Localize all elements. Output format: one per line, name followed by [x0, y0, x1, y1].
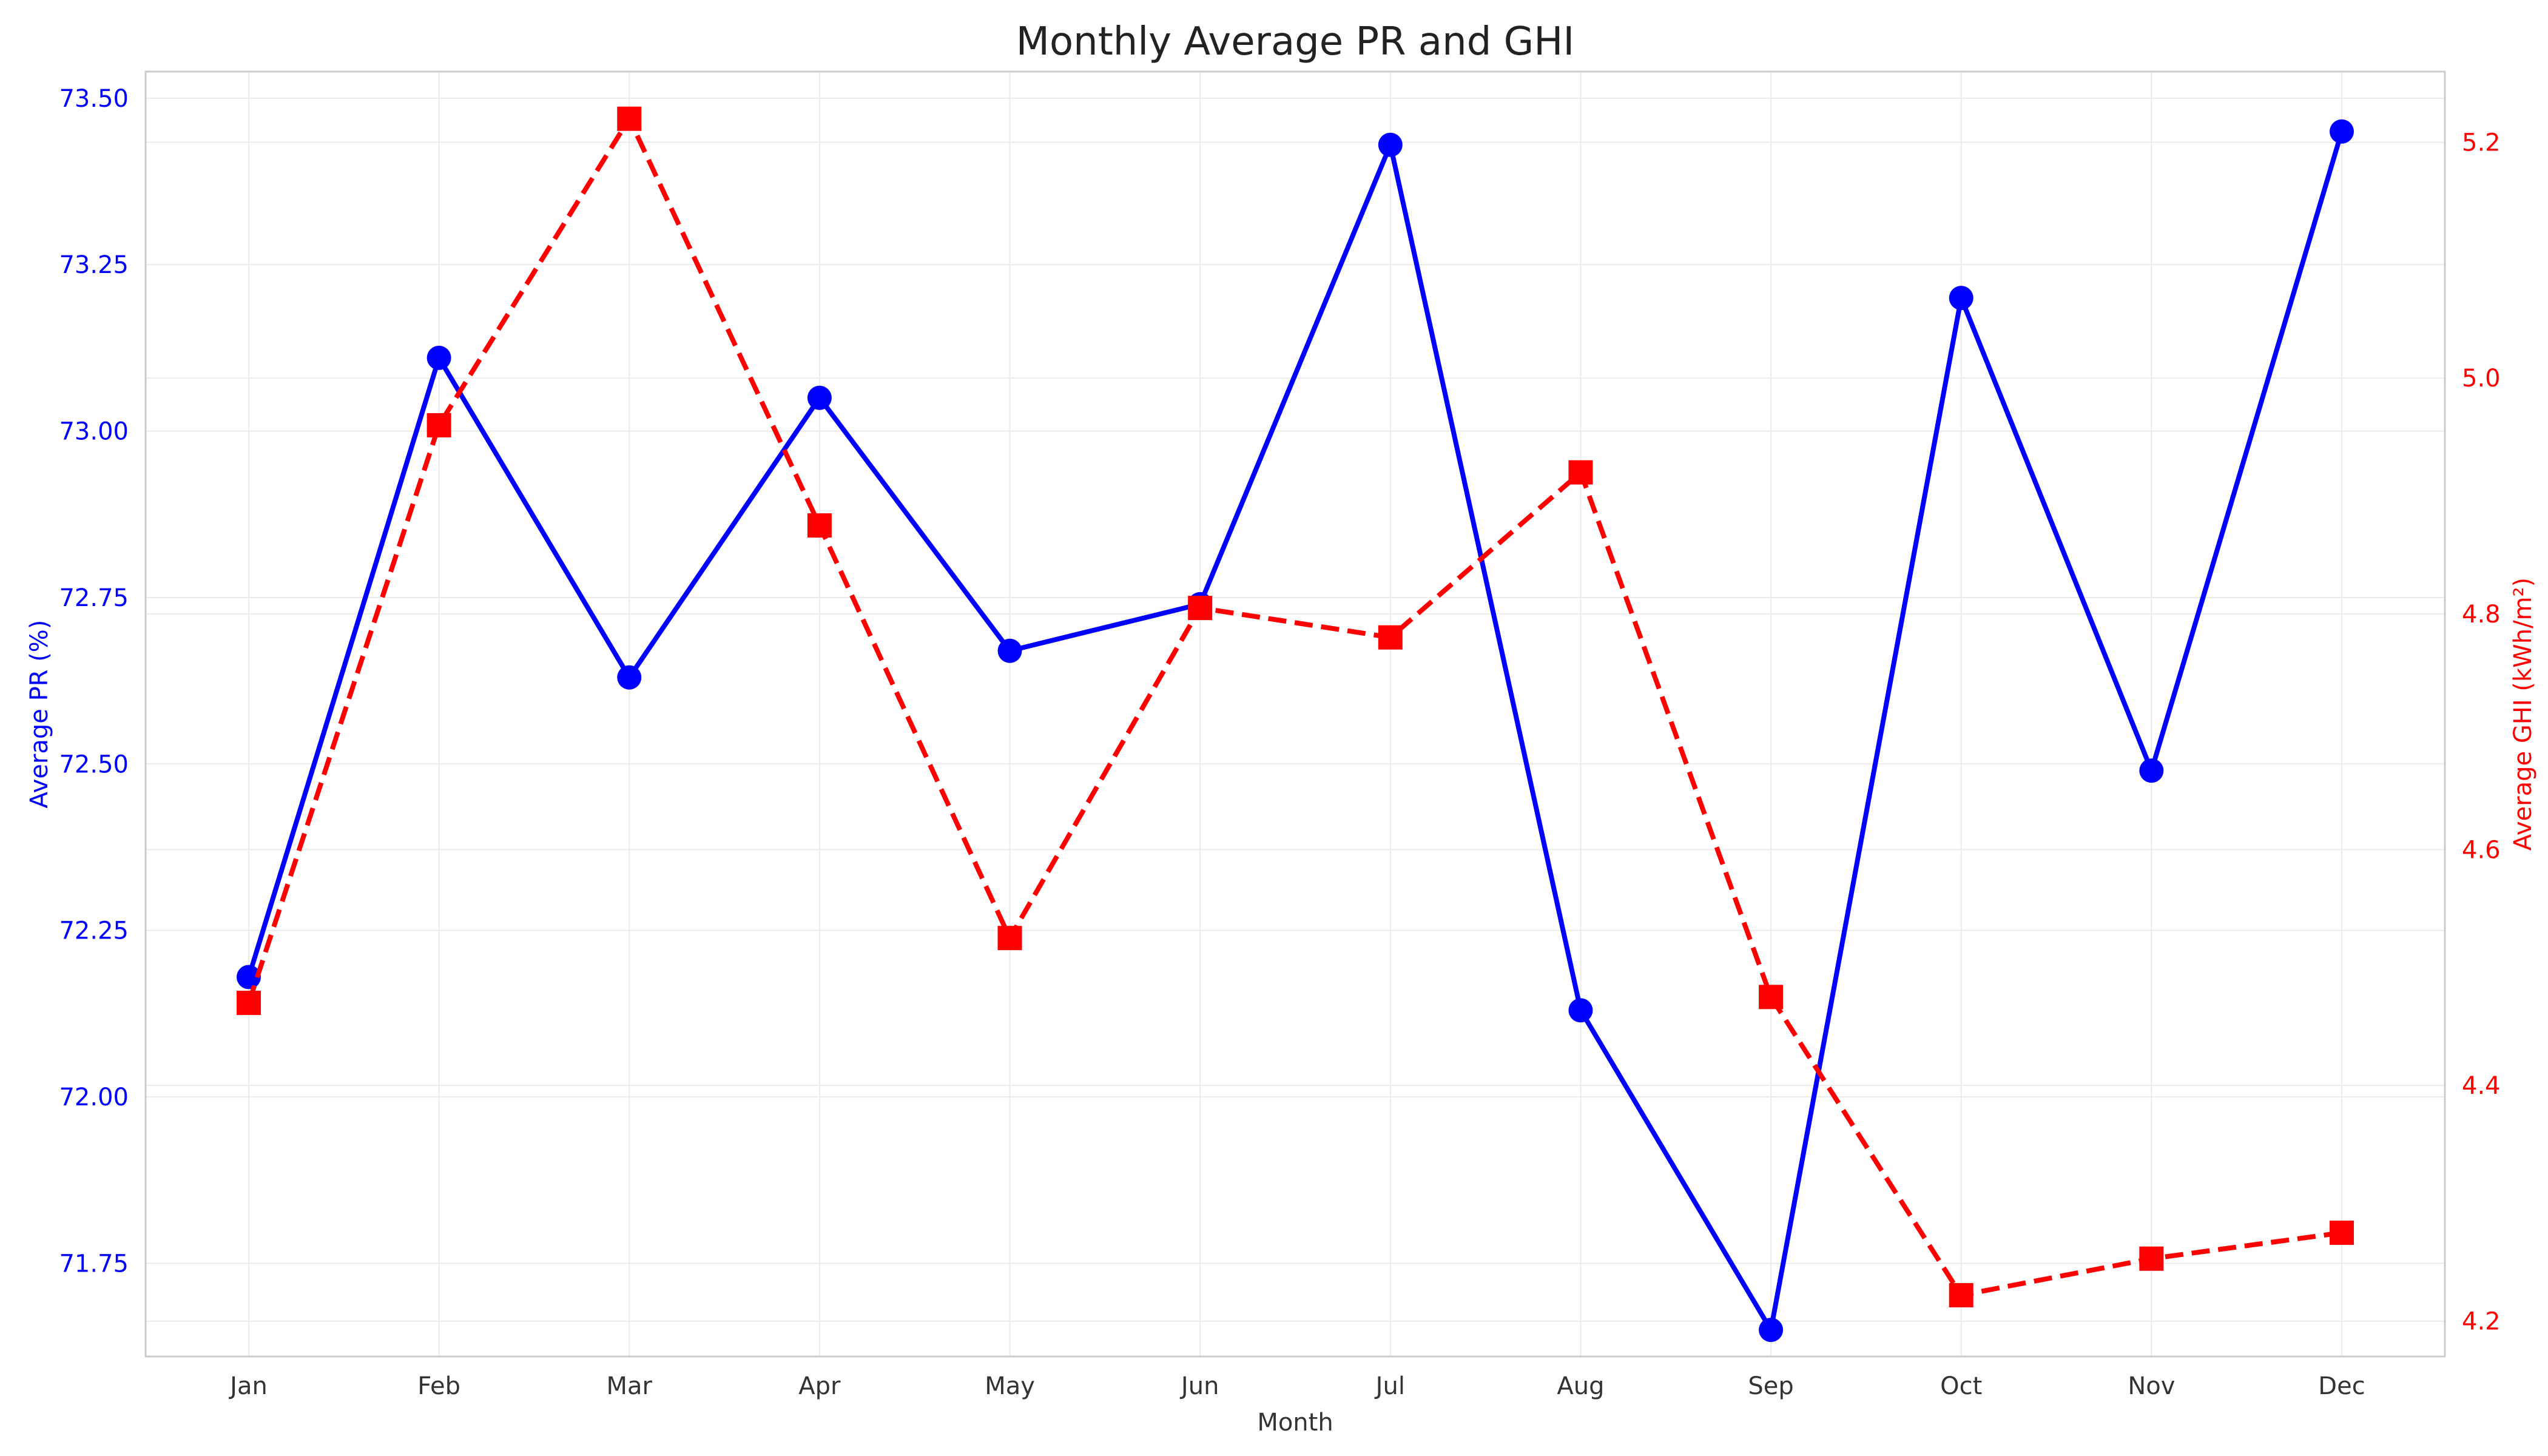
plot-frame	[144, 70, 2446, 1358]
y-right-tick-label: 4.8	[2462, 601, 2501, 629]
ghi-point-nov	[2139, 1246, 2164, 1271]
pr-series-line	[246, 130, 2344, 1333]
y-left-tick-label: 72.25	[59, 917, 129, 945]
y-left-tick-label: 72.75	[59, 584, 129, 612]
ghi-point-dec	[2330, 1220, 2354, 1245]
grid	[146, 72, 2445, 1357]
pr-point-oct	[1949, 286, 1973, 311]
y-left-axis-label: Average PR (%)	[25, 620, 53, 809]
pr-point-apr	[807, 385, 832, 410]
pr-point-may	[997, 638, 1022, 663]
y-right-tick-label: 4.6	[2462, 836, 2501, 864]
ghi-point-oct	[1949, 1282, 1973, 1307]
x-tick-label: Jun	[1179, 1372, 1219, 1400]
ghi-point-jul	[1378, 625, 1403, 650]
ghi-series-line	[246, 116, 2342, 1298]
x-axis-label: Month	[1257, 1409, 1333, 1437]
y-right-tick-label: 4.2	[2462, 1308, 2501, 1336]
x-tick-label: Oct	[1940, 1372, 1982, 1400]
axes: Jan Feb Mar Apr May Jun Jul Aug Sep Oct Nov Dec 71.7…	[59, 85, 2500, 1400]
x-tick-label: Mar	[607, 1372, 653, 1400]
ghi-point-may	[997, 926, 1022, 951]
ghi-point-feb	[426, 413, 451, 437]
y-right-axis-label: Average GHI (kWh/m²)	[2509, 578, 2537, 851]
ghi-point-apr	[807, 513, 832, 538]
pr-point-sep	[1759, 1318, 1784, 1343]
y-right-tick-label: 5.0	[2462, 365, 2501, 393]
pr-point-feb	[426, 345, 451, 370]
y-left-tick-label: 73.25	[59, 251, 129, 279]
ghi-point-aug	[1568, 460, 1593, 485]
ghi-point-mar	[617, 106, 642, 131]
y-right-tick-label: 4.4	[2462, 1072, 2501, 1100]
ghi-point-jan	[237, 991, 261, 1016]
pr-point-jan	[237, 965, 261, 989]
pr-point-aug	[1568, 998, 1593, 1023]
y-left-tick-label: 72.50	[59, 750, 129, 778]
x-tick-label: Apr	[798, 1372, 841, 1400]
y-right-tick-label: 5.2	[2462, 129, 2501, 157]
x-tick-label: May	[985, 1372, 1035, 1400]
x-tick-label: Dec	[2318, 1372, 2365, 1400]
x-tick-label: Jan	[228, 1372, 268, 1400]
x-tick-label: Feb	[417, 1372, 460, 1400]
series-layer	[237, 106, 2354, 1343]
ghi-point-sep	[1759, 985, 1784, 1009]
x-tick-label: Nov	[2128, 1372, 2175, 1400]
chart-title: Monthly Average PR and GHI	[1016, 19, 1575, 64]
y-left-tick-label: 73.50	[59, 85, 129, 113]
pr-point-mar	[617, 665, 642, 690]
x-tick-label: Jul	[1374, 1372, 1405, 1400]
y-left-tick-label: 71.75	[59, 1250, 129, 1278]
pr-point-nov	[2139, 758, 2164, 783]
pr-point-dec	[2330, 119, 2354, 144]
x-tick-label: Aug	[1557, 1372, 1604, 1400]
y-left-tick-label: 73.00	[59, 418, 129, 446]
ghi-point-jun	[1188, 596, 1213, 621]
x-tick-label: Sep	[1748, 1372, 1793, 1400]
pr-point-jul	[1378, 132, 1403, 157]
y-left-tick-label: 72.00	[59, 1084, 129, 1111]
